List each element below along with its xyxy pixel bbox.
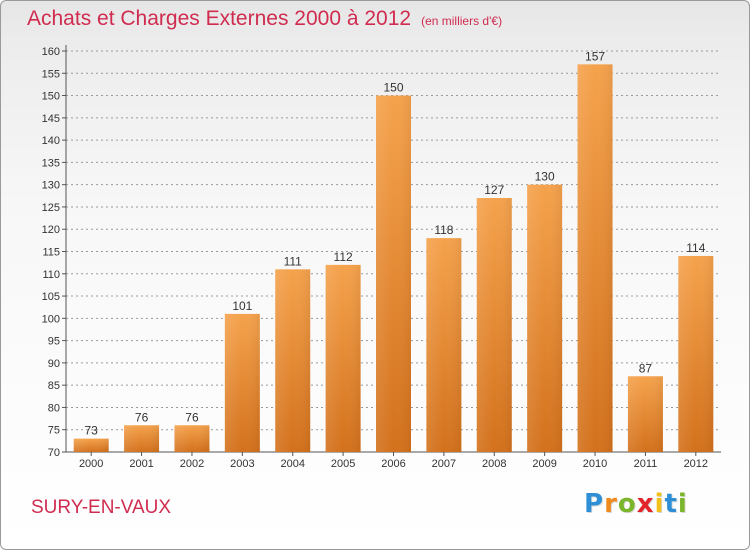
x-tick-label: 2005 — [331, 458, 355, 470]
x-tick-label: 2000 — [79, 458, 103, 470]
y-tick-label: 120 — [42, 224, 60, 236]
y-tick-label: 110 — [42, 269, 60, 281]
y-tick-label: 105 — [42, 291, 60, 303]
bar-shade — [376, 95, 411, 453]
chart-unit: (en milliers d'€) — [421, 14, 503, 28]
y-tick-label: 95 — [48, 336, 60, 348]
y-tick-label: 85 — [48, 380, 60, 392]
y-tick-label: 70 — [48, 447, 60, 459]
logo-letter: o — [617, 489, 637, 519]
y-tick-label: 80 — [48, 402, 60, 414]
data-label: 130 — [535, 170, 555, 184]
logo-letter: P — [584, 489, 605, 519]
data-labels: 73 76 76 101 111 112 150 118 127 130 157 87 114 — [85, 49, 706, 437]
x-tick-label: 2009 — [532, 458, 556, 470]
data-label: 157 — [585, 49, 605, 63]
bar-shade — [174, 425, 210, 452]
bar-shade — [678, 255, 714, 452]
y-tick-label: 115 — [42, 247, 60, 259]
x-tick-label: 2008 — [482, 458, 506, 470]
x-tick-label: 2001 — [129, 458, 153, 470]
y-tick-label: 130 — [42, 180, 60, 192]
y-tick-label: 100 — [42, 313, 60, 325]
logo-letter: t — [664, 489, 678, 519]
x-tick-label: 2011 — [634, 458, 658, 470]
data-label: 150 — [383, 81, 403, 95]
x-tick-label: 2006 — [381, 458, 405, 470]
bar-shade — [577, 64, 613, 452]
y-tick-label: 135 — [42, 157, 60, 169]
bar-shade — [124, 425, 160, 452]
data-label: 73 — [85, 424, 99, 438]
x-tick-label: 2004 — [280, 458, 304, 470]
bar-shade — [426, 238, 462, 452]
data-label: 76 — [185, 410, 199, 424]
data-label: 118 — [434, 223, 453, 237]
data-label: 112 — [334, 250, 353, 264]
data-label: 76 — [135, 410, 149, 424]
bar-shade — [476, 198, 512, 452]
bar-shade — [527, 184, 563, 452]
bar-shade — [275, 269, 311, 452]
data-label: 87 — [639, 361, 653, 375]
y-tick-label: 160 — [42, 46, 60, 58]
y-tick-label: 145 — [42, 113, 60, 125]
x-tick-label: 2010 — [583, 458, 607, 470]
bar-shade — [325, 264, 361, 452]
chart-title: Achats et Charges Externes 2000 à 2012 (e… — [27, 7, 502, 31]
logo-letter: i — [677, 489, 688, 519]
data-label: 114 — [686, 241, 705, 255]
proxiti-logo[interactable]: Proxiti — [584, 489, 688, 519]
x-tick-label: 2012 — [684, 458, 708, 470]
data-label: 127 — [484, 183, 504, 197]
data-label: 101 — [232, 299, 252, 313]
bar-shade — [73, 438, 109, 452]
chart-title-text: Achats et Charges Externes 2000 à 2012 — [27, 7, 412, 30]
y-tick-label: 90 — [48, 358, 60, 370]
x-tick-label: 2007 — [432, 458, 456, 470]
logo-letter: i — [654, 489, 665, 519]
logo-letter: r — [604, 489, 618, 519]
y-tick-label: 155 — [42, 68, 60, 80]
bars — [73, 64, 714, 453]
y-tick-label: 150 — [42, 91, 60, 103]
x-tick-label: 2003 — [230, 458, 254, 470]
y-tick-label: 140 — [42, 135, 60, 147]
bar-shade — [224, 313, 260, 452]
x-tick-label: 2002 — [180, 458, 204, 470]
bar-shade — [627, 376, 663, 452]
y-tick-label: 125 — [42, 202, 60, 214]
y-tick-label: 75 — [48, 425, 60, 437]
logo-letter: x — [636, 489, 655, 519]
data-label: 111 — [284, 254, 303, 268]
location-name: SURY-EN-VAUX — [31, 497, 172, 518]
